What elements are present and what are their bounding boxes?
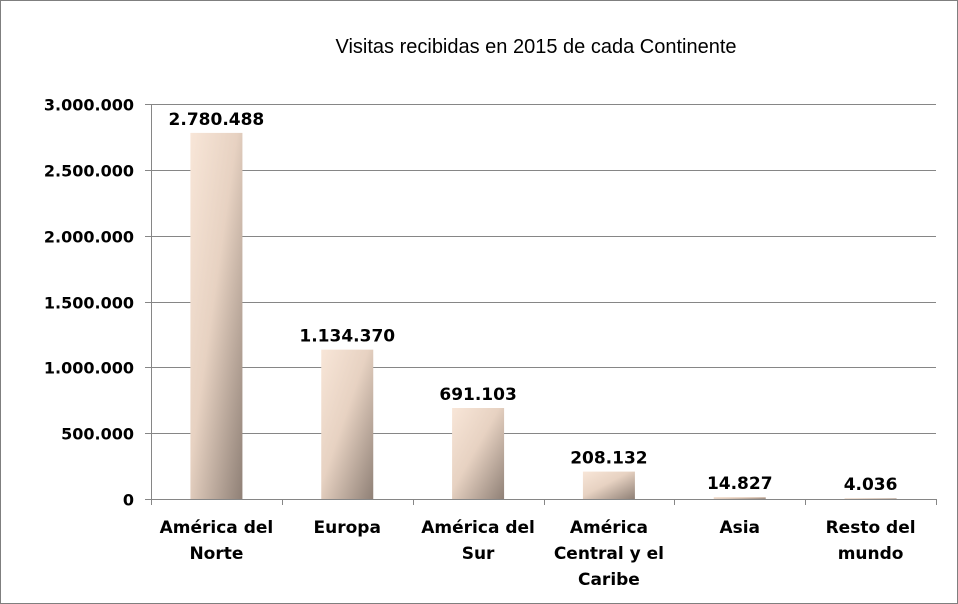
bar	[321, 349, 374, 499]
x-tick-label: América	[570, 518, 648, 538]
bar	[713, 497, 766, 499]
y-tick-label: 1.000.000	[44, 359, 134, 378]
y-tick-label: 2.500.000	[44, 162, 134, 181]
y-tick-label: 500.000	[61, 425, 134, 444]
bars	[190, 132, 897, 500]
x-tick-label: Central y el	[554, 544, 664, 564]
x-tick-label: Resto del	[826, 518, 916, 538]
bar	[190, 132, 243, 500]
y-tick-label: 2.000.000	[44, 228, 134, 247]
data-label: 2.780.488	[169, 110, 265, 130]
y-tick-labels: 0 500.000 1.000.000 1.500.000 2.000.000 2.500…	[44, 96, 134, 510]
x-tick-label: América del	[421, 518, 535, 538]
x-tick-label: Asia	[719, 518, 760, 538]
x-tick-label: Sur	[462, 544, 495, 564]
x-tick-label: Norte	[189, 544, 243, 564]
data-label: 1.134.370	[299, 327, 395, 347]
data-label: 4.036	[844, 475, 898, 495]
chart-title: Visitas recibidas en 2015 de cada Contin…	[335, 36, 736, 58]
data-label: 14.827	[707, 474, 773, 494]
x-tick-label: Caribe	[578, 570, 640, 590]
bar	[582, 471, 635, 499]
x-tick-label: mundo	[838, 544, 904, 564]
y-tick-label: 1.500.000	[44, 294, 134, 313]
data-labels: 2.780.488 1.134.370 691.103 208.132 14.827 4.…	[169, 110, 898, 495]
y-tick-label: 3.000.000	[44, 96, 134, 115]
gridlines	[151, 104, 936, 434]
x-tick-label: Europa	[314, 518, 381, 538]
x-tick-labels: América del Norte Europa América del Sur Amér…	[160, 518, 916, 590]
data-label: 208.132	[570, 449, 647, 469]
bar	[844, 498, 897, 499]
y-tick-label: 0	[123, 491, 134, 510]
axes	[145, 104, 937, 505]
x-tick-label: América del	[160, 518, 274, 538]
bar	[452, 408, 505, 499]
data-label: 691.103	[439, 385, 516, 405]
